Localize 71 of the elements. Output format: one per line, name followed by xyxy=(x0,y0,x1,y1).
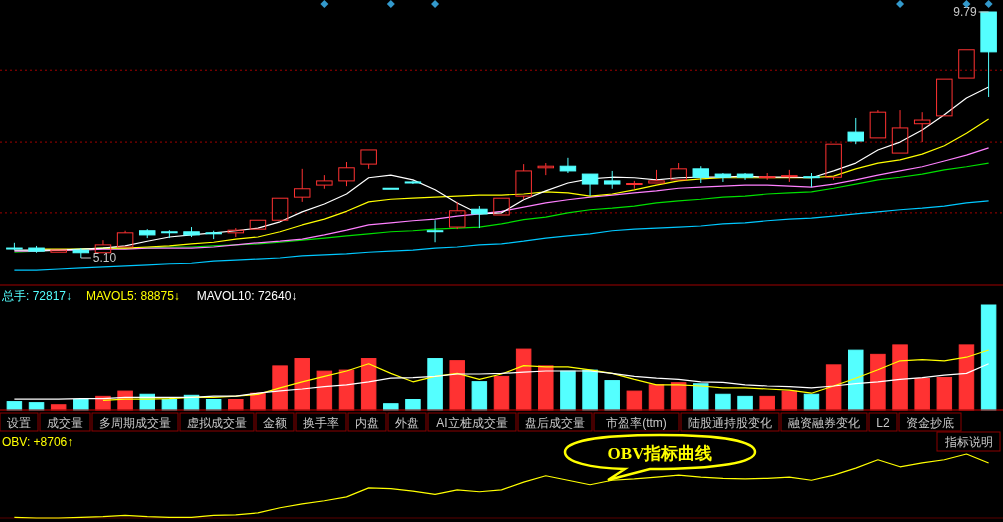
annotation: 5.10 xyxy=(92,251,117,265)
text: MAVOL10: 72640↓ xyxy=(196,289,298,303)
bar xyxy=(493,375,510,411)
candlestick xyxy=(493,197,510,216)
candlestick xyxy=(116,230,134,248)
candlestick xyxy=(648,169,665,184)
text: 市盈率(ttm) xyxy=(606,416,667,430)
candlestick xyxy=(847,117,865,145)
text: 虚拟成交量 xyxy=(187,416,247,430)
candlestick xyxy=(271,197,289,221)
candlestick xyxy=(559,157,577,174)
bar xyxy=(693,383,709,411)
candlestick xyxy=(426,219,444,243)
candlestick xyxy=(50,249,67,253)
text: 资金抄底 xyxy=(906,416,954,430)
bar xyxy=(161,399,178,411)
candlestick xyxy=(869,109,887,139)
bar xyxy=(228,399,244,411)
text: 总手: 72817↓ xyxy=(1,289,73,303)
bar xyxy=(892,344,908,411)
candlestick xyxy=(249,219,267,230)
bar xyxy=(648,384,665,411)
text: OBV: +8706↑ xyxy=(2,435,74,449)
bar xyxy=(471,381,488,411)
bar xyxy=(737,395,753,411)
candlestick xyxy=(891,109,909,154)
text: MAVOL5: 88875↓ xyxy=(86,289,180,303)
bar xyxy=(626,390,643,411)
text: 外盘 xyxy=(395,416,419,430)
text: 设置 xyxy=(7,416,31,430)
candlestick xyxy=(94,239,112,254)
candlestick xyxy=(227,227,245,238)
bar xyxy=(449,360,465,411)
bar xyxy=(515,348,532,411)
bar xyxy=(560,370,576,411)
bar xyxy=(781,390,798,411)
text: 陆股通持股变化 xyxy=(688,416,772,430)
candlestick xyxy=(537,162,555,176)
text: 指标说明 xyxy=(943,435,993,449)
bar xyxy=(759,395,775,411)
text: AI立桩成交量 xyxy=(436,416,508,430)
text: 融资融券变化 xyxy=(788,416,860,430)
text: 多周期成交量 xyxy=(99,416,171,430)
bar xyxy=(427,358,443,411)
bar xyxy=(715,393,731,411)
bar xyxy=(914,378,930,411)
bar xyxy=(670,382,687,411)
bar xyxy=(582,369,598,411)
candlestick xyxy=(936,78,953,117)
text: 换手率 xyxy=(303,416,339,430)
bar xyxy=(294,358,310,411)
bar xyxy=(848,349,864,411)
bar xyxy=(980,304,997,411)
annotation: OBV指标曲线 xyxy=(607,444,713,463)
candlestick xyxy=(581,173,599,197)
bar xyxy=(73,399,89,411)
bar xyxy=(205,399,222,411)
text: 成交量 xyxy=(47,416,83,430)
bar xyxy=(825,364,842,411)
annotation: 9.79 xyxy=(953,5,977,19)
bar xyxy=(538,365,554,411)
text: 内盘 xyxy=(355,416,379,430)
bar xyxy=(604,380,620,411)
candlestick xyxy=(382,187,400,190)
bar xyxy=(936,376,953,411)
candlestick xyxy=(471,205,488,229)
candlestick xyxy=(958,49,975,79)
text: 金额 xyxy=(263,416,287,430)
text: L2 xyxy=(876,416,890,430)
text: 盘后成交量 xyxy=(525,416,585,430)
bar xyxy=(958,344,975,411)
